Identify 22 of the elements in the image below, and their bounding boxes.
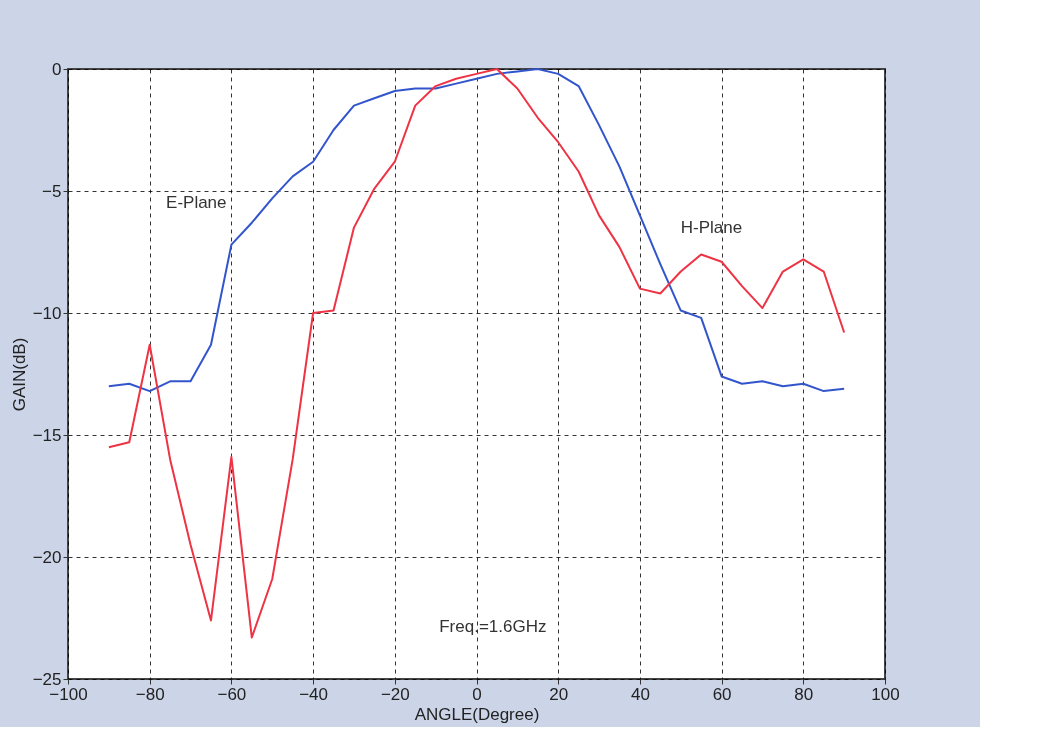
x-tick-label: 60 <box>712 684 732 704</box>
y-tick-label: −20 <box>32 547 62 567</box>
x-tick-label: 80 <box>794 684 814 704</box>
y-axis-title: GAIN(dB) <box>9 337 29 412</box>
series-label: E-Plane <box>166 193 227 213</box>
annotation: Freq.=1.6GHz <box>439 617 547 637</box>
y-tick-label: −15 <box>32 425 62 445</box>
line-series <box>107 68 846 639</box>
y-tick-label: −10 <box>32 303 62 323</box>
x-tick-label: 20 <box>549 684 569 704</box>
x-tick-label: −80 <box>135 684 165 704</box>
x-tick-label: −40 <box>299 684 329 704</box>
x-tick-label: −60 <box>217 684 247 704</box>
x-axis-title: ANGLE(Degree) <box>414 704 540 724</box>
x-tick-label: 40 <box>630 684 650 704</box>
x-tick-label: 0 <box>472 684 482 704</box>
line-series <box>107 68 846 393</box>
series-label: H-Plane <box>680 217 743 237</box>
x-tick-label: −20 <box>380 684 410 704</box>
y-tick-label: −5 <box>42 181 62 201</box>
y-tick-label: 0 <box>52 59 62 79</box>
x-tick-label: 100 <box>871 684 900 704</box>
